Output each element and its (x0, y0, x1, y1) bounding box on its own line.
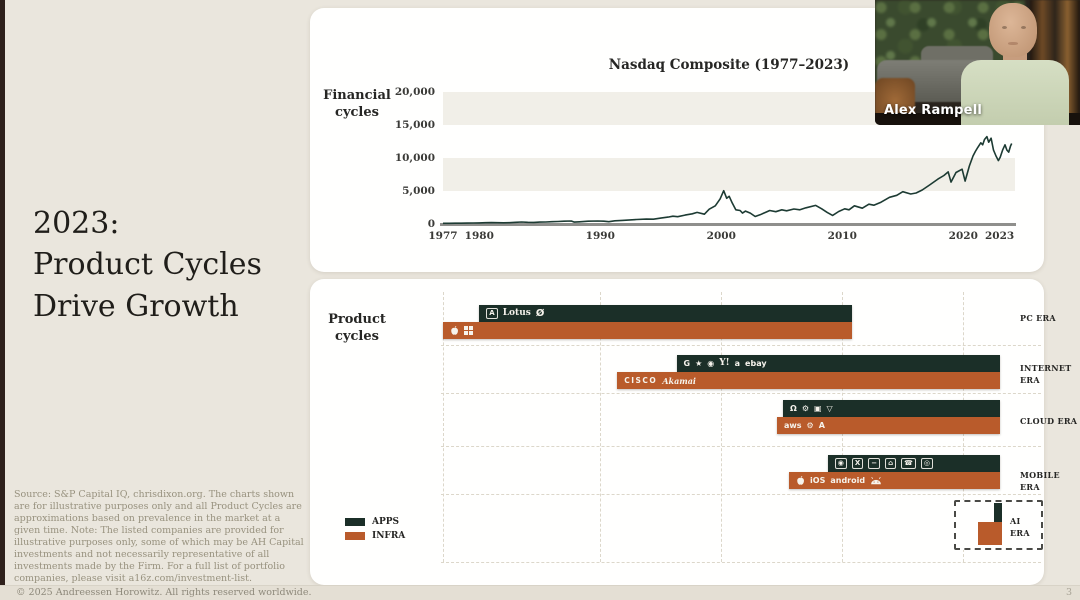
speaker-eye (1002, 26, 1007, 29)
era-label-pc-era: PC ERA (1020, 313, 1056, 323)
row-separator (441, 345, 1041, 346)
yahoo-logo: Y! (719, 358, 730, 368)
footer-bar: © 2025 Andreessen Horowitz. All rights r… (0, 585, 1080, 600)
plot-band (443, 158, 1015, 191)
speaker-eye (1021, 26, 1026, 29)
row-separator (441, 494, 1041, 495)
x-axis-tick: 2010 (827, 230, 857, 242)
slide-title-line-1: 2023: (33, 206, 120, 241)
y-axis-tick: 20,000 (394, 86, 435, 98)
doordash-logo: ⌂ (885, 458, 897, 469)
gear-logo: ⚙ (806, 420, 814, 430)
row-separator (441, 562, 1041, 563)
whatsapp-logo: ☎ (901, 458, 916, 469)
pc-era-infra-bar (443, 322, 852, 339)
copyright-text: © 2025 Andreessen Horowitz. All rights r… (16, 587, 312, 598)
source-note: Source: S&P Capital IQ, chrisdixon.org. … (14, 489, 304, 585)
adobe-logo: A (486, 308, 498, 319)
aws-logo: aws (783, 420, 802, 430)
ai-era-apps-bar (993, 503, 1003, 522)
slide-title-line-3: Drive Growth (33, 288, 239, 324)
row-separator (441, 393, 1041, 394)
x-logo: X (851, 458, 864, 469)
slide-title-line-2: Product Cycles (33, 247, 262, 283)
legend-label: APPS (372, 517, 400, 527)
financial-cycles-label: Financial cycles (323, 88, 391, 120)
square-logo: − (868, 458, 881, 469)
y-axis-tick: 15,000 (394, 119, 435, 131)
legend-label: INFRA (372, 531, 406, 541)
legend-item-apps: APPS (345, 515, 405, 529)
era-label-cloud-era: CLOUD ERA (1020, 416, 1078, 426)
y-axis-tick: 10,000 (394, 152, 435, 164)
speaker-mouth (1008, 42, 1018, 45)
cisco-logo: CISCO (624, 375, 658, 385)
android-robot-logo (870, 476, 882, 485)
x-axis-tick: 1990 (585, 230, 615, 242)
vertical-gridline (721, 292, 723, 562)
product-cycles-label: Product cycles (328, 312, 386, 344)
era-label-ai-era: AI ERA (1010, 516, 1030, 538)
y-axis-tick: 5,000 (402, 185, 435, 197)
apple-logo (796, 475, 805, 486)
internet-era-apps-bar: G ★ ◉ Y! a ebay (676, 355, 1000, 372)
x-axis-tick: 2020 (948, 230, 978, 242)
internet-era-infra-bar: CISCO Akamai (617, 372, 1000, 389)
windows-logo (464, 326, 473, 335)
sprocket-logo: ⚙ (801, 403, 809, 413)
vertical-gridline (600, 292, 602, 562)
vercel-logo: ▽ (826, 403, 833, 413)
nasdaq-chart-title: Nasdaq Composite (1977–2023) (608, 57, 850, 73)
pc-era-apps-bar: A Lotus Ø (479, 305, 852, 322)
ios-logo: iOS (810, 475, 826, 485)
github-logo: Ω (790, 403, 797, 413)
vertical-gridline (443, 292, 444, 562)
apple-logo (450, 325, 459, 336)
row-separator (441, 446, 1041, 447)
era-label-internet-era: INTERNET ERA (1020, 363, 1072, 385)
azure-logo: A (818, 420, 825, 430)
era-label-mobile-era: MOBILE ERA (1020, 470, 1060, 492)
instagram-logo: ◎ (920, 458, 934, 469)
cloud-era-apps-bar: Ω ⚙ ▣ ▽ (783, 400, 1000, 417)
x-axis-tick: 1980 (464, 230, 494, 242)
running-man-logo: ★ (695, 358, 703, 368)
x-axis-tick: 2023 (984, 230, 1015, 242)
x-axis-line (440, 223, 1016, 226)
x-axis-tick: 2000 (706, 230, 736, 242)
infra-swatch (345, 532, 365, 540)
legend-item-infra: INFRA (345, 529, 405, 543)
amazon-logo: a (734, 358, 741, 368)
slide-title: 2023: Product Cycles Drive Growth (33, 203, 262, 327)
browser-globe-logo: ◉ (707, 358, 715, 368)
x-axis-tick: 1977 (428, 230, 458, 242)
participant-name-label: Alex Rampell (884, 103, 983, 118)
webcam-video: Alex Rampell (875, 0, 1080, 125)
lotus-logo: Lotus (502, 308, 531, 318)
y-axis-tick: 0 (427, 218, 435, 230)
google-logo: G (683, 358, 691, 368)
android-logo: android (830, 475, 866, 485)
mobile-era-apps-bar: ◉ X − ⌂ ☎ ◎ (827, 455, 1000, 472)
left-edge-strip (0, 0, 5, 600)
ai-era-infra-bar (977, 522, 1002, 545)
speaker-head (989, 3, 1037, 57)
uber-logo: ◉ (834, 458, 847, 469)
circle-slash-logo: Ø (535, 307, 545, 319)
akamai-logo: Akamai (662, 375, 696, 386)
apps-swatch (345, 518, 365, 526)
mobile-era-infra-bar: iOS android (789, 472, 1000, 489)
ebay-logo: ebay (745, 358, 767, 368)
legend: APPS INFRA (345, 515, 405, 543)
page-number: 3 (1065, 587, 1072, 598)
shopify-logo: ▣ (813, 403, 822, 413)
speaker-shirt (961, 60, 1069, 125)
cloud-era-infra-bar: aws ⚙ A (776, 417, 1000, 434)
nasdaq-line-chart (443, 135, 1013, 225)
